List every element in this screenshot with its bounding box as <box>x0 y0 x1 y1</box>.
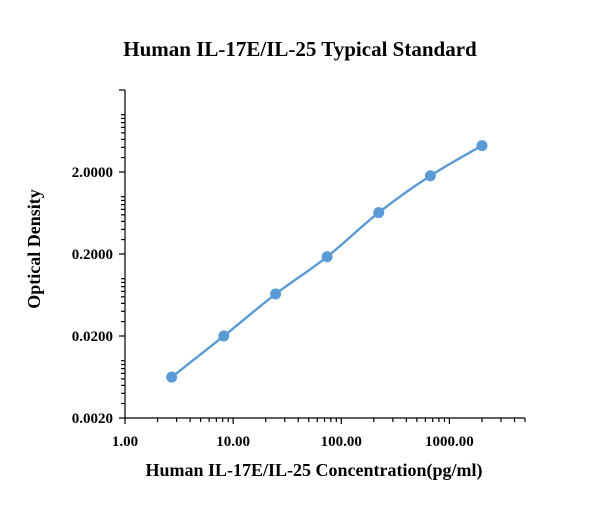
chart-title: Human IL-17E/IL-25 Typical Standard <box>123 37 477 61</box>
y-tick-label: 0.0020 <box>72 411 113 427</box>
data-point <box>373 207 385 219</box>
x-axis: 1.00 10.00 100.00 1000.00 <box>112 417 526 450</box>
x-tick-label: 1000.00 <box>425 434 474 450</box>
y-tick-label: 0.2000 <box>72 247 113 263</box>
data-point <box>270 288 282 300</box>
data-point <box>321 251 333 263</box>
x-axis-label: Human IL-17E/IL-25 Concentration(pg/ml) <box>145 460 482 481</box>
y-tick-label: 2.0000 <box>72 165 113 181</box>
y-axis: 0.0020 0.0200 0.2000 2.0000 <box>72 89 126 427</box>
data-point <box>476 140 488 152</box>
x-tick-label: 100.00 <box>321 434 362 450</box>
y-tick-label: 0.0200 <box>72 329 113 345</box>
data-point <box>424 170 436 182</box>
series-group <box>166 140 488 383</box>
data-point <box>218 330 230 342</box>
data-point <box>166 371 178 383</box>
y-axis-label: Optical Density <box>24 189 44 309</box>
x-tick-label: 1.00 <box>112 434 138 450</box>
x-tick-label: 10.00 <box>216 434 250 450</box>
